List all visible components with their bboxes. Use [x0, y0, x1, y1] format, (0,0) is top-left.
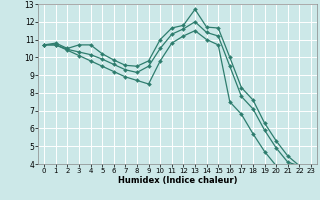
X-axis label: Humidex (Indice chaleur): Humidex (Indice chaleur): [118, 176, 237, 185]
